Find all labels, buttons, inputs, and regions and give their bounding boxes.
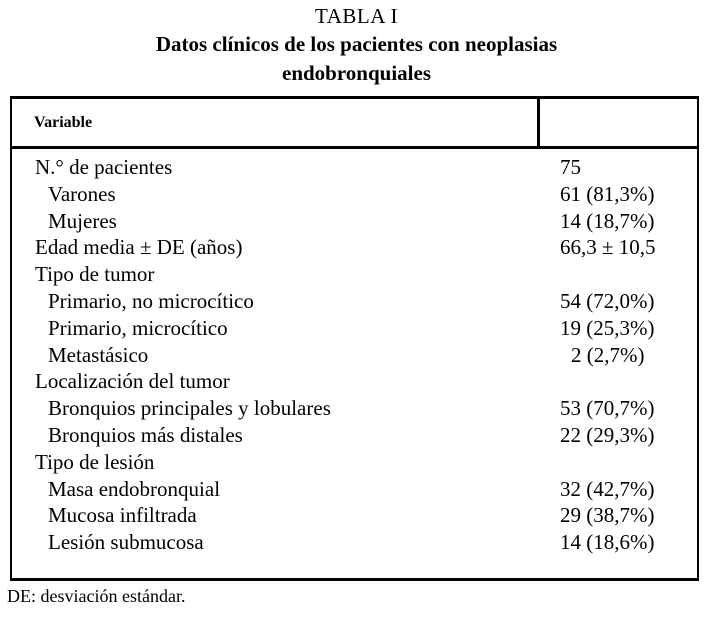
table-header-row: Variable xyxy=(12,99,697,149)
table-number: TABLA I xyxy=(315,4,398,28)
table-row: Tipo de tumor xyxy=(12,261,697,288)
row-label: Masa endobronquial xyxy=(48,476,221,501)
table-row: Mucosa infiltrada 29 (38,7%) xyxy=(12,502,697,529)
row-value: 2 (2,7%) xyxy=(571,342,645,367)
table-row: Lesión submucosa 14 (18,6%) xyxy=(12,529,697,556)
table-row: Metastásico 2 (2,7%) xyxy=(12,342,697,369)
table-row: Bronquios principales y lobulares 53 (70,… xyxy=(12,395,697,422)
table-row: Mujeres 14 (18,7%) xyxy=(12,208,697,235)
row-label: Primario, no microcítico xyxy=(48,288,254,313)
row-value: 32 (42,7%) xyxy=(560,476,655,501)
table-row: Masa endobronquial 32 (42,7%) xyxy=(12,476,697,503)
table-caption: TABLA I Datos clínicos de los pacientes … xyxy=(0,3,713,88)
row-value: 14 (18,6%) xyxy=(560,530,655,555)
row-label: Mucosa infiltrada xyxy=(48,503,197,528)
table-row: Edad media ± DE (años) 66,3 ± 10,5 xyxy=(12,234,697,261)
table-footnote: DE: desviación estándar. xyxy=(7,586,186,606)
table-row: Primario, microcítico 19 (25,3%) xyxy=(12,315,697,342)
row-value: 66,3 ± 10,5 xyxy=(560,235,656,260)
column-divider-rule xyxy=(537,99,540,146)
table-row: N.° de pacientes 75 xyxy=(12,154,697,181)
row-value: 19 (25,3%) xyxy=(560,315,655,340)
row-label: Primario, microcítico xyxy=(48,315,228,340)
column-header-variable: Variable xyxy=(34,113,93,131)
row-value: 61 (81,3%) xyxy=(560,181,655,206)
row-label: Edad media ± DE (años) xyxy=(35,235,243,260)
row-label: Metastásico xyxy=(48,342,149,367)
row-label: Bronquios principales y lobulares xyxy=(48,396,331,421)
row-value: 53 (70,7%) xyxy=(560,396,655,421)
row-label: Tipo de lesión xyxy=(35,449,155,474)
row-label: Varones xyxy=(48,181,116,206)
row-value: 54 (72,0%) xyxy=(560,288,655,313)
row-label: Bronquios más distales xyxy=(48,422,243,447)
row-value: 29 (38,7%) xyxy=(560,503,655,528)
table-row: Varones 61 (81,3%) xyxy=(12,181,697,208)
table-row: Primario, no microcítico 54 (72,0%) xyxy=(12,288,697,315)
row-value: 75 xyxy=(560,155,581,179)
table-row: Bronquios más distales 22 (29,3%) xyxy=(12,422,697,449)
table-title-line2: endobronquiales xyxy=(282,61,431,85)
row-label: N.° de pacientes xyxy=(35,155,173,179)
row-value: 14 (18,7%) xyxy=(560,208,655,233)
row-label: Mujeres xyxy=(48,208,117,233)
table-body: N.° de pacientes 75 Varones 61 (81,3%) Mujer… xyxy=(12,149,697,556)
clinical-data-table: Variable N.° de pacientes 75 Varones 61 (81… xyxy=(10,96,699,581)
table-title-line1: Datos clínicos de los pacientes con neop… xyxy=(155,32,558,56)
row-label: Localización del tumor xyxy=(35,369,230,394)
row-label: Lesión submucosa xyxy=(48,530,204,555)
table-row: Localización del tumor xyxy=(12,368,697,395)
row-value: 22 (29,3%) xyxy=(560,422,655,447)
table-row: Tipo de lesión xyxy=(12,449,697,476)
row-label: Tipo de tumor xyxy=(35,262,155,287)
